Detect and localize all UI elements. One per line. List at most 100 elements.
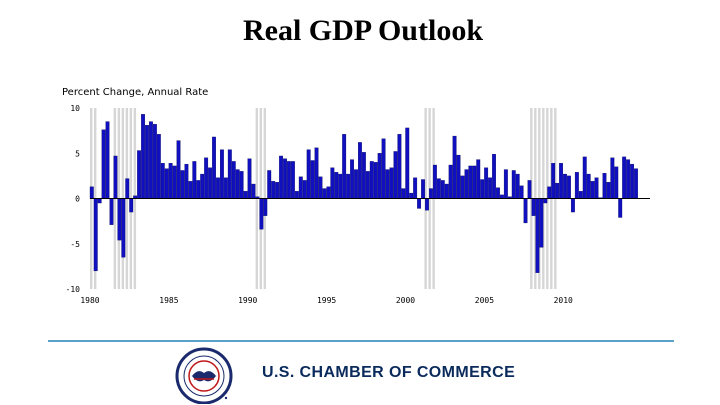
gdp-bar (216, 177, 220, 199)
gdp-bar (188, 181, 193, 199)
gdp-bar (176, 140, 181, 199)
gdp-bar (503, 169, 508, 199)
gdp-bar (287, 161, 291, 199)
gdp-bar (298, 176, 303, 199)
gdp-bar (326, 186, 331, 199)
gdp-bar (310, 160, 315, 199)
gdp-bar (113, 155, 118, 199)
gdp-bar (567, 175, 571, 199)
gdp-bar (570, 198, 575, 213)
gdp-bar (231, 161, 236, 199)
gdp-bar (342, 134, 347, 199)
gdp-bar (283, 158, 287, 199)
gdp-bar (476, 159, 481, 199)
gdp-bar (543, 198, 548, 204)
gdp-bar (294, 191, 299, 199)
gdp-bar (409, 192, 414, 199)
y-tick-label: 0 (75, 195, 80, 204)
gdp-bar (563, 173, 567, 199)
gdp-bar (496, 187, 500, 199)
gdp-bar (527, 180, 532, 199)
gdp-bar (137, 150, 142, 199)
gdp-bar (610, 157, 615, 199)
gdp-bar (235, 169, 240, 199)
gdp-bar (338, 173, 343, 199)
gdp-bar (196, 180, 201, 199)
gdp-bar (440, 180, 445, 199)
gdp-bar (361, 152, 366, 199)
gdp-bar (377, 153, 382, 199)
gdp-bar (480, 179, 485, 199)
x-tick-label: 2010 (554, 296, 573, 305)
chart-title: Real GDP Outlook (242, 14, 483, 47)
gdp-bar (428, 188, 433, 199)
gdp-bar (432, 164, 437, 199)
gdp-bar (156, 134, 161, 199)
y-tick-label: 5 (75, 149, 80, 158)
gdp-bar (401, 188, 406, 199)
gdp-bar (180, 170, 185, 199)
gdp-bar (405, 127, 410, 199)
gdp-bar (290, 161, 295, 199)
gdp-bar (444, 183, 449, 199)
gdp-bar (267, 170, 272, 199)
gdp-bar (614, 166, 619, 199)
gdp-bar (184, 163, 189, 199)
organization-name: U.S. CHAMBER OF COMMERCE (262, 364, 516, 381)
chart-axes: 10 5 0 -5 -10 1980 1985 1990 1995 2000 2005 2010 (66, 104, 650, 305)
gdp-bar (385, 169, 390, 199)
gdp-bar (582, 156, 587, 199)
gdp-bar (555, 182, 560, 199)
gdp-bar (105, 121, 110, 199)
gdp-bar (594, 177, 599, 199)
gdp-bar-chart: 10 5 0 -5 -10 1980 1985 1990 1995 2000 2005 2010 Pe… (62, 87, 650, 305)
gdp-bar (397, 134, 402, 199)
gdp-bar (634, 168, 638, 199)
gdp-bar (578, 191, 583, 199)
gdp-bar (358, 142, 362, 199)
gdp-bar (279, 155, 283, 199)
gdp-bar (630, 163, 634, 199)
gdp-bar (200, 173, 205, 199)
x-tick-label: 2000 (396, 296, 415, 305)
footer-divider (48, 340, 674, 342)
gdp-bar (586, 173, 591, 199)
gdp-bar (302, 180, 307, 199)
gdp-bar (559, 163, 563, 199)
gdp-bar (263, 198, 268, 216)
gdp-bar (369, 161, 374, 199)
y-axis-label: Percent Change, Annual Rate (62, 87, 208, 98)
gdp-bar (109, 198, 114, 225)
gdp-bar (89, 186, 94, 199)
gdp-bar (547, 186, 552, 199)
gdp-bar (484, 167, 489, 199)
gdp-bar (141, 114, 145, 199)
gdp-bar (413, 177, 418, 199)
gdp-bar (551, 163, 556, 199)
gdp-bar (145, 125, 149, 199)
gdp-bar (251, 183, 256, 199)
gdp-bar (523, 198, 528, 224)
gdp-bar (472, 165, 477, 199)
gdp-bar (275, 182, 280, 199)
gdp-bar (365, 171, 370, 199)
gdp-bar (602, 173, 607, 199)
gdp-bar (259, 198, 264, 230)
gdp-bar (125, 178, 130, 199)
gdp-bar (208, 167, 213, 199)
gdp-bar (618, 198, 623, 218)
gdp-bar (460, 175, 465, 199)
gdp-bar (204, 157, 209, 199)
gdp-bar (271, 181, 276, 199)
gdp-bar (456, 154, 461, 199)
gdp-bar (499, 194, 504, 199)
gdp-bar (148, 121, 153, 199)
gdp-bar (322, 188, 327, 199)
gdp-bar (117, 198, 122, 241)
gdp-bar (417, 198, 422, 209)
gdp-bar (168, 163, 173, 199)
gdp-bar (172, 165, 177, 199)
x-tick-label: 1990 (238, 296, 257, 305)
gdp-bar (468, 165, 473, 199)
gdp-bar (219, 149, 224, 199)
